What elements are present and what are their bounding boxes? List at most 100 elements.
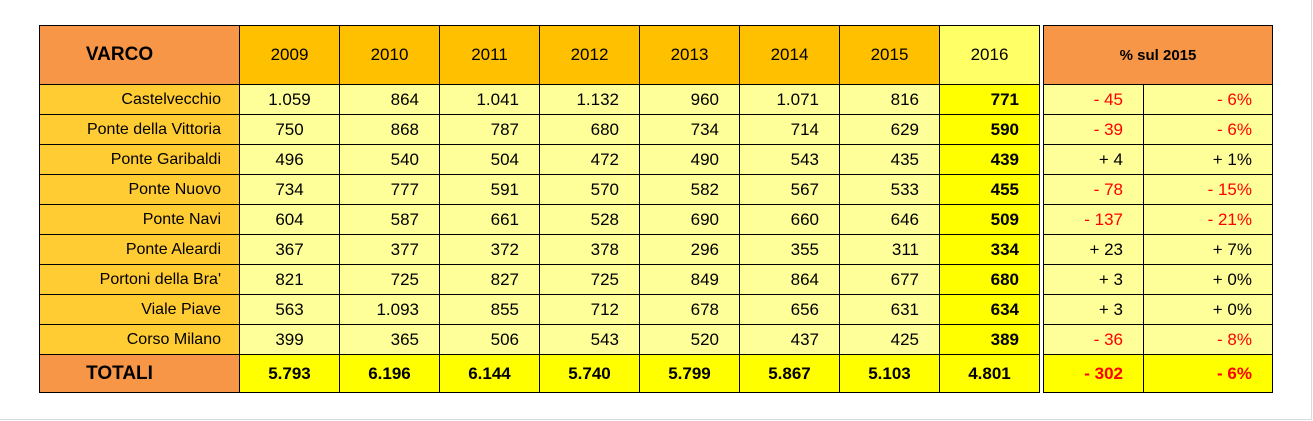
count-cell: 587 xyxy=(339,204,440,235)
table-row: Ponte Nuovo 734 777 591 570 582 567 533 455 xyxy=(39,174,1040,205)
percent-row: + 4 + 1% xyxy=(1043,144,1273,175)
count-cell: 714 xyxy=(739,114,840,145)
total-diff-cell: - 302 xyxy=(1043,354,1144,393)
count-cell: 1.059 xyxy=(239,84,340,115)
pct-cell: + 0% xyxy=(1143,294,1273,325)
table-row: Ponte della Vittoria 750 868 787 680 734 714 62… xyxy=(39,114,1040,145)
varco-name: Corso Milano xyxy=(39,324,240,355)
count-cell: 864 xyxy=(739,264,840,295)
total-cell: 4.801 xyxy=(939,354,1040,393)
total-cell: 6.196 xyxy=(339,354,440,393)
varco-name: Portoni della Bra' xyxy=(39,264,240,295)
count-cell: 520 xyxy=(639,324,740,355)
pct-cell: - 8% xyxy=(1143,324,1273,355)
year-header: 2013 xyxy=(639,25,740,85)
table-row: Viale Piave 563 1.093 855 712 678 656 631 634 xyxy=(39,294,1040,325)
count-cell: 631 xyxy=(839,294,940,325)
total-pct-cell: - 6% xyxy=(1143,354,1273,393)
percent-row: - 39- 6% xyxy=(1043,114,1273,145)
count-cell: 734 xyxy=(639,114,740,145)
count-cell: 660 xyxy=(739,204,840,235)
total-cell: 5.867 xyxy=(739,354,840,393)
totals-row: TOTALI 5.793 6.196 6.144 5.740 5.799 5.867 5.10… xyxy=(39,354,1040,393)
count-cell: 540 xyxy=(339,144,440,175)
count-cell: 528 xyxy=(539,204,640,235)
table-row: Ponte Aleardi 367 377 372 378 296 355 311 334 xyxy=(39,234,1040,265)
table-row: Portoni della Bra' 821 725 827 725 849 864 677 6… xyxy=(39,264,1040,295)
varco-name: Ponte Aleardi xyxy=(39,234,240,265)
table-row: Corso Milano 399 365 506 543 520 437 425 389 xyxy=(39,324,1040,355)
count-cell: 334 xyxy=(939,234,1040,265)
count-cell: 816 xyxy=(839,84,940,115)
count-cell: 634 xyxy=(939,294,1040,325)
count-cell: 777 xyxy=(339,174,440,205)
diff-cell: - 39 xyxy=(1043,114,1144,145)
percent-row: - 36- 8% xyxy=(1043,324,1273,355)
percent-header: % sul 2015 xyxy=(1043,25,1273,85)
count-cell: 590 xyxy=(939,114,1040,145)
percent-table: % sul 2015 - 45- 6% - 39- 6% + 4 + 1% - 78- … xyxy=(1043,25,1273,393)
count-cell: 1.093 xyxy=(339,294,440,325)
count-cell: 435 xyxy=(839,144,940,175)
total-cell: 5.740 xyxy=(539,354,640,393)
count-cell: 827 xyxy=(439,264,540,295)
count-cell: 563 xyxy=(239,294,340,325)
count-cell: 425 xyxy=(839,324,940,355)
varco-header: VARCO xyxy=(39,25,240,85)
count-cell: 821 xyxy=(239,264,340,295)
percent-row: - 78- 15% xyxy=(1043,174,1273,205)
count-cell: 399 xyxy=(239,324,340,355)
count-cell: 365 xyxy=(339,324,440,355)
totals-label: TOTALI xyxy=(39,354,240,393)
count-cell: 543 xyxy=(739,144,840,175)
diff-cell: - 45 xyxy=(1043,84,1144,115)
count-cell: 509 xyxy=(939,204,1040,235)
percent-row: + 23 + 7% xyxy=(1043,234,1273,265)
pct-cell: - 21% xyxy=(1143,204,1273,235)
diff-cell: + 3 xyxy=(1043,294,1144,325)
count-cell: 533 xyxy=(839,174,940,205)
year-header: 2012 xyxy=(539,25,640,85)
count-cell: 656 xyxy=(739,294,840,325)
count-cell: 690 xyxy=(639,204,740,235)
totals-percent-row: - 302- 6% xyxy=(1043,354,1273,393)
count-cell: 570 xyxy=(539,174,640,205)
count-cell: 725 xyxy=(539,264,640,295)
count-cell: 437 xyxy=(739,324,840,355)
percent-row: + 3 + 0% xyxy=(1043,264,1273,295)
total-cell: 6.144 xyxy=(439,354,540,393)
total-cell: 5.103 xyxy=(839,354,940,393)
diff-cell: - 36 xyxy=(1043,324,1144,355)
pct-cell: - 6% xyxy=(1143,84,1273,115)
traffic-table: VARCO 2009 2010 2011 2012 2013 2014 2015… xyxy=(39,25,1040,393)
year-header: 2014 xyxy=(739,25,840,85)
diff-cell: + 4 xyxy=(1043,144,1144,175)
count-cell: 582 xyxy=(639,174,740,205)
header-row: VARCO 2009 2010 2011 2012 2013 2014 2015… xyxy=(39,25,1040,85)
varco-name: Viale Piave xyxy=(39,294,240,325)
count-cell: 864 xyxy=(339,84,440,115)
count-cell: 1.132 xyxy=(539,84,640,115)
year-header: 2016 xyxy=(939,25,1040,85)
count-cell: 543 xyxy=(539,324,640,355)
count-cell: 389 xyxy=(939,324,1040,355)
year-header: 2011 xyxy=(439,25,540,85)
count-cell: 367 xyxy=(239,234,340,265)
count-cell: 378 xyxy=(539,234,640,265)
pct-cell: + 1% xyxy=(1143,144,1273,175)
pct-cell: - 6% xyxy=(1143,114,1273,145)
count-cell: 490 xyxy=(639,144,740,175)
table-row: Ponte Garibaldi 496 540 504 472 490 543 435 439 xyxy=(39,144,1040,175)
count-cell: 1.041 xyxy=(439,84,540,115)
diff-cell: - 137 xyxy=(1043,204,1144,235)
count-cell: 771 xyxy=(939,84,1040,115)
varco-name: Ponte Nuovo xyxy=(39,174,240,205)
count-cell: 787 xyxy=(439,114,540,145)
count-cell: 504 xyxy=(439,144,540,175)
count-cell: 855 xyxy=(439,294,540,325)
varco-name: Ponte Navi xyxy=(39,204,240,235)
count-cell: 472 xyxy=(539,144,640,175)
year-header: 2015 xyxy=(839,25,940,85)
varco-name: Ponte della Vittoria xyxy=(39,114,240,145)
